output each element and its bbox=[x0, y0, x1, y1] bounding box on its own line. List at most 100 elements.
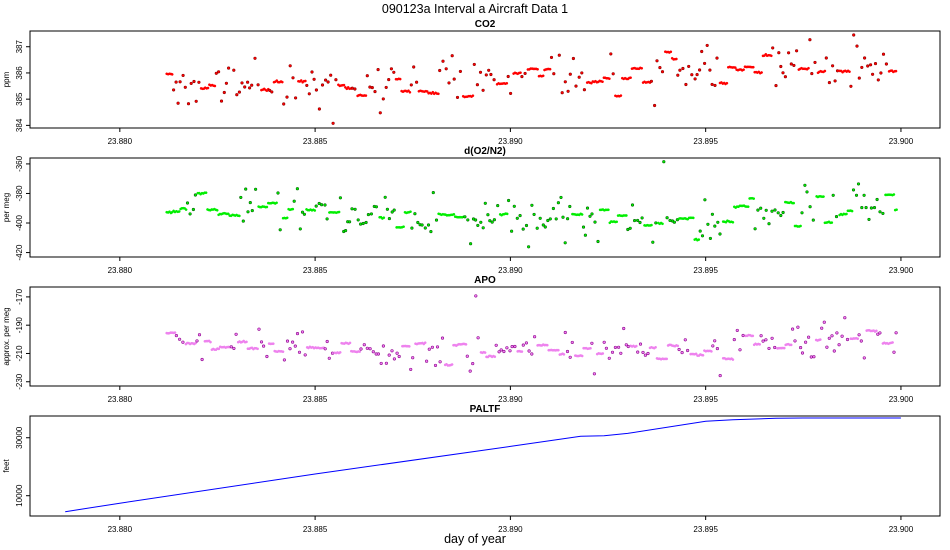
o2n2-panel-title: d(O2/N2) bbox=[464, 146, 506, 157]
apo-point bbox=[282, 358, 286, 362]
co2-point bbox=[314, 88, 318, 92]
co2-point bbox=[848, 70, 851, 74]
o2n2-point bbox=[278, 228, 282, 232]
o2n2-point bbox=[265, 205, 269, 209]
apo-point bbox=[677, 347, 681, 352]
apo-point bbox=[392, 357, 396, 361]
figure-title: 090123a Interval a Aircraft Data 1 bbox=[382, 2, 568, 16]
o2n2-point bbox=[505, 212, 509, 216]
co2-point bbox=[827, 81, 831, 85]
co2-point bbox=[408, 90, 412, 94]
apo-x-tick-label: 23.900 bbox=[889, 395, 914, 404]
o2n2-point bbox=[869, 206, 873, 210]
co2-point bbox=[792, 63, 796, 67]
o2n2-point bbox=[254, 187, 258, 191]
o2n2-point bbox=[703, 198, 707, 202]
o2n2-point bbox=[808, 205, 812, 209]
o2n2-point bbox=[276, 191, 280, 195]
apo-point bbox=[557, 348, 560, 352]
co2-point bbox=[170, 73, 174, 76]
co2-point bbox=[291, 76, 295, 80]
co2-point bbox=[519, 71, 522, 75]
co2-point bbox=[833, 79, 837, 83]
o2n2-point bbox=[507, 198, 511, 203]
o2n2-x-tick-label: 23.880 bbox=[108, 266, 133, 275]
co2-point bbox=[807, 66, 810, 70]
co2-point bbox=[329, 73, 333, 77]
co2-point bbox=[733, 66, 737, 69]
apo-point bbox=[568, 355, 572, 359]
o2n2-x-tick-label: 23.900 bbox=[889, 266, 914, 275]
o2n2-point bbox=[402, 225, 405, 229]
co2-point bbox=[552, 72, 556, 76]
apo-point bbox=[764, 338, 768, 342]
o2n2-point bbox=[881, 211, 885, 215]
co2-point bbox=[353, 87, 357, 91]
co2-point bbox=[268, 88, 272, 92]
apo-point bbox=[782, 346, 786, 350]
co2-point bbox=[881, 52, 886, 56]
co2-point bbox=[219, 99, 224, 103]
co2-point bbox=[471, 94, 475, 98]
co2-point bbox=[590, 81, 593, 85]
o2n2-point bbox=[244, 187, 248, 191]
o2n2-point bbox=[581, 225, 586, 229]
o2n2-point bbox=[668, 218, 672, 222]
co2-point bbox=[447, 81, 451, 85]
co2-x-tick-label: 23.885 bbox=[303, 137, 328, 146]
o2n2-point bbox=[607, 208, 610, 212]
apo-point bbox=[483, 351, 487, 354]
apo-point bbox=[694, 352, 698, 356]
o2n2-point bbox=[661, 222, 664, 226]
o2n2-point bbox=[830, 221, 834, 224]
o2n2-point bbox=[746, 205, 750, 209]
o2n2-point bbox=[626, 227, 630, 232]
co2-y-axis-label: ppm bbox=[2, 71, 11, 87]
apo-point bbox=[843, 316, 847, 320]
apo-point bbox=[362, 343, 366, 347]
apo-point bbox=[348, 341, 352, 345]
apo-x-tick-label: 23.885 bbox=[303, 395, 328, 404]
o2n2-point bbox=[204, 191, 208, 195]
o2n2-point bbox=[706, 222, 710, 226]
apo-point bbox=[471, 362, 475, 366]
apo-point bbox=[365, 346, 369, 350]
co2-point bbox=[781, 71, 785, 75]
co2-point bbox=[246, 80, 250, 84]
apo-point bbox=[545, 343, 549, 347]
apo-point bbox=[288, 347, 292, 351]
apo-point bbox=[825, 345, 829, 349]
co2-point bbox=[568, 72, 572, 76]
co2-point bbox=[194, 99, 198, 103]
apo-point bbox=[530, 352, 534, 356]
co2-point bbox=[520, 75, 524, 79]
apo-point bbox=[358, 350, 362, 353]
paltf-y-axis-label: feet bbox=[2, 459, 11, 473]
apo-point bbox=[440, 336, 445, 340]
apo-point bbox=[732, 338, 736, 342]
co2-point bbox=[571, 56, 575, 61]
o2n2-point bbox=[753, 227, 757, 231]
apo-point bbox=[822, 320, 826, 324]
o2n2-point bbox=[409, 210, 412, 214]
apo-point bbox=[857, 333, 861, 337]
o2n2-point bbox=[636, 218, 640, 222]
o2n2-point bbox=[390, 210, 394, 214]
co2-point bbox=[653, 103, 657, 108]
apo-point bbox=[665, 357, 669, 361]
co2-point bbox=[214, 71, 218, 75]
o2n2-point bbox=[665, 216, 669, 220]
apo-point bbox=[676, 344, 680, 348]
apo-point bbox=[878, 331, 882, 335]
apo-point bbox=[654, 345, 657, 349]
co2-point bbox=[669, 50, 673, 54]
o2n2-point bbox=[834, 215, 839, 219]
o2n2-point bbox=[496, 204, 500, 208]
apo-point bbox=[601, 352, 605, 355]
apo-point bbox=[387, 353, 391, 357]
paltf-marks bbox=[65, 417, 901, 513]
co2-point bbox=[280, 80, 284, 84]
co2-x-tick-label: 23.895 bbox=[693, 137, 718, 146]
apo-point bbox=[638, 342, 643, 346]
apo-plot-frame bbox=[29, 286, 941, 387]
